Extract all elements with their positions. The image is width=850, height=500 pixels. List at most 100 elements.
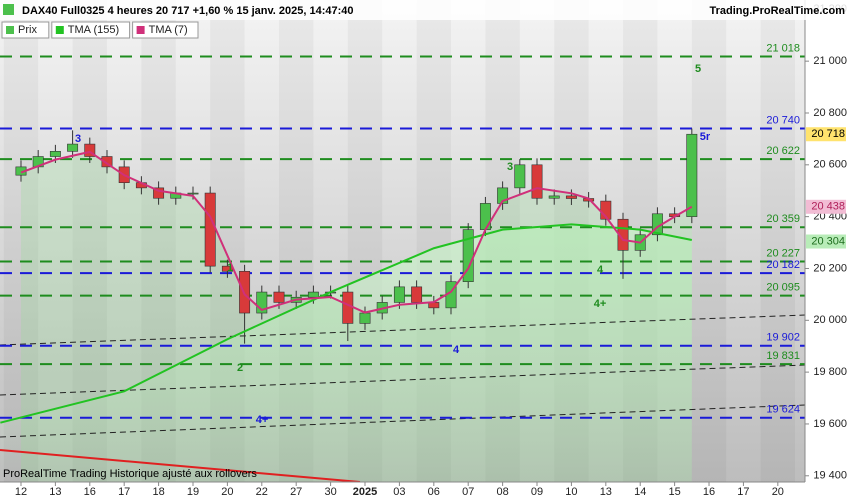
candle-body	[256, 291, 268, 314]
x-tick-label: 18	[152, 486, 164, 498]
wave-label: 5r	[700, 131, 711, 143]
candle-body	[153, 187, 165, 199]
trend-line	[0, 364, 806, 396]
tma-line	[0, 223, 693, 424]
x-tick-label: 16	[703, 486, 715, 498]
candle-body	[479, 203, 491, 230]
wave-label: 4	[597, 264, 604, 276]
x-tick-label: 19	[187, 486, 199, 498]
candle-body	[49, 151, 61, 157]
trend-line	[0, 314, 806, 346]
y-tick-label: 19 400	[813, 470, 847, 482]
legend-icon	[3, 4, 14, 15]
y-axis-area	[805, 0, 850, 500]
candle-body	[548, 195, 560, 199]
candle-body	[359, 312, 371, 324]
legend-swatch	[55, 26, 64, 34]
level-label: 19 831	[766, 350, 800, 362]
level-label: 20 227	[766, 247, 800, 259]
level-label: 20 622	[766, 145, 800, 157]
last-value-label: 20 304	[811, 235, 845, 247]
trend-line	[0, 404, 806, 438]
level-label: 19 624	[766, 404, 800, 416]
wave-label: 4+	[256, 414, 269, 426]
legend-label: Prix	[18, 24, 37, 36]
level-label: 19 902	[766, 332, 800, 344]
tma-line	[20, 150, 693, 314]
x-tick-label: 20	[221, 486, 233, 498]
wave-label: 5	[695, 63, 701, 75]
y-tick-label: 19 800	[813, 366, 847, 378]
level-label: 20 182	[766, 259, 800, 271]
legend-swatch	[6, 26, 14, 34]
chart-title: DAX40 Full0325 4 heures 20 717 +1,60 % 1…	[22, 5, 354, 17]
legend-swatch	[136, 26, 145, 34]
x-tick-label: 09	[531, 486, 543, 498]
level-label: 20 095	[766, 282, 800, 294]
wave-label: 4	[453, 344, 460, 356]
x-tick-label: 17	[118, 486, 130, 498]
x-tick-label: 17	[737, 486, 749, 498]
level-label: 21 018	[766, 42, 800, 54]
x-tick-label: 07	[462, 486, 474, 498]
tma-area	[0, 224, 692, 483]
wave-label: 1	[227, 262, 233, 274]
x-tick-label: 08	[496, 486, 508, 498]
legend-item-bg	[132, 21, 199, 39]
x-tick-label: 13	[600, 486, 612, 498]
x-tick-label: 22	[256, 486, 268, 498]
x-tick-label: 12	[15, 486, 27, 498]
level-label: 20 359	[766, 213, 800, 225]
wave-label: 2	[237, 362, 243, 374]
wave-label: 3	[507, 161, 513, 173]
last-value-box	[806, 234, 846, 249]
candle-body	[497, 187, 509, 204]
candle-body	[84, 143, 96, 157]
y-tick-label: 19 600	[813, 418, 847, 430]
price-area	[20, 151, 692, 483]
last-value-box	[806, 127, 846, 142]
header-bar	[0, 0, 850, 20]
last-value-box	[806, 199, 846, 214]
x-tick-label: 16	[84, 486, 96, 498]
candle-body	[411, 286, 423, 303]
x-tick-label: 15	[668, 486, 680, 498]
candle-body	[342, 291, 354, 324]
x-tick-label: 13	[49, 486, 61, 498]
trend-line	[0, 449, 361, 483]
candle-body	[204, 192, 216, 267]
y-tick-label: 20 000	[813, 314, 847, 326]
x-tick-label: 06	[428, 486, 440, 498]
candle-body	[101, 156, 113, 168]
candle-body	[273, 291, 285, 303]
y-tick-label: 20 600	[813, 159, 847, 171]
footer: ProRealTime Trading Historique ajusté au…	[3, 468, 257, 480]
y-tick-label: 20 200	[813, 262, 847, 274]
x-tick-label: 03	[393, 486, 405, 498]
y-tick-label: 20 800	[813, 107, 847, 119]
x-axis-area	[0, 482, 850, 500]
x-tick-label: 14	[634, 486, 646, 498]
wave-label: 3	[75, 133, 81, 145]
x-tick-label: 27	[290, 486, 302, 498]
day-stripe	[3, 0, 39, 482]
candle-body	[531, 164, 543, 199]
x-tick-label: 20	[772, 486, 784, 498]
candle-body	[393, 286, 405, 303]
candle-body	[187, 192, 199, 195]
legend-label: TMA (7)	[149, 24, 188, 36]
candle-body	[617, 218, 629, 251]
x-tick-label: 10	[565, 486, 577, 498]
last-value-label: 20 438	[811, 201, 845, 213]
wave-label: 4+	[594, 298, 607, 310]
candle-body	[565, 195, 577, 199]
candle-body	[514, 164, 526, 189]
legend-label: TMA (155)	[68, 24, 119, 36]
candle-body	[686, 133, 698, 217]
day-stripe	[691, 0, 727, 482]
source: Trading.ProRealTime.com	[709, 5, 845, 17]
x-tick-label: 30	[324, 486, 336, 498]
y-tick-label: 21 000	[813, 55, 847, 67]
level-label: 20 740	[766, 114, 800, 126]
